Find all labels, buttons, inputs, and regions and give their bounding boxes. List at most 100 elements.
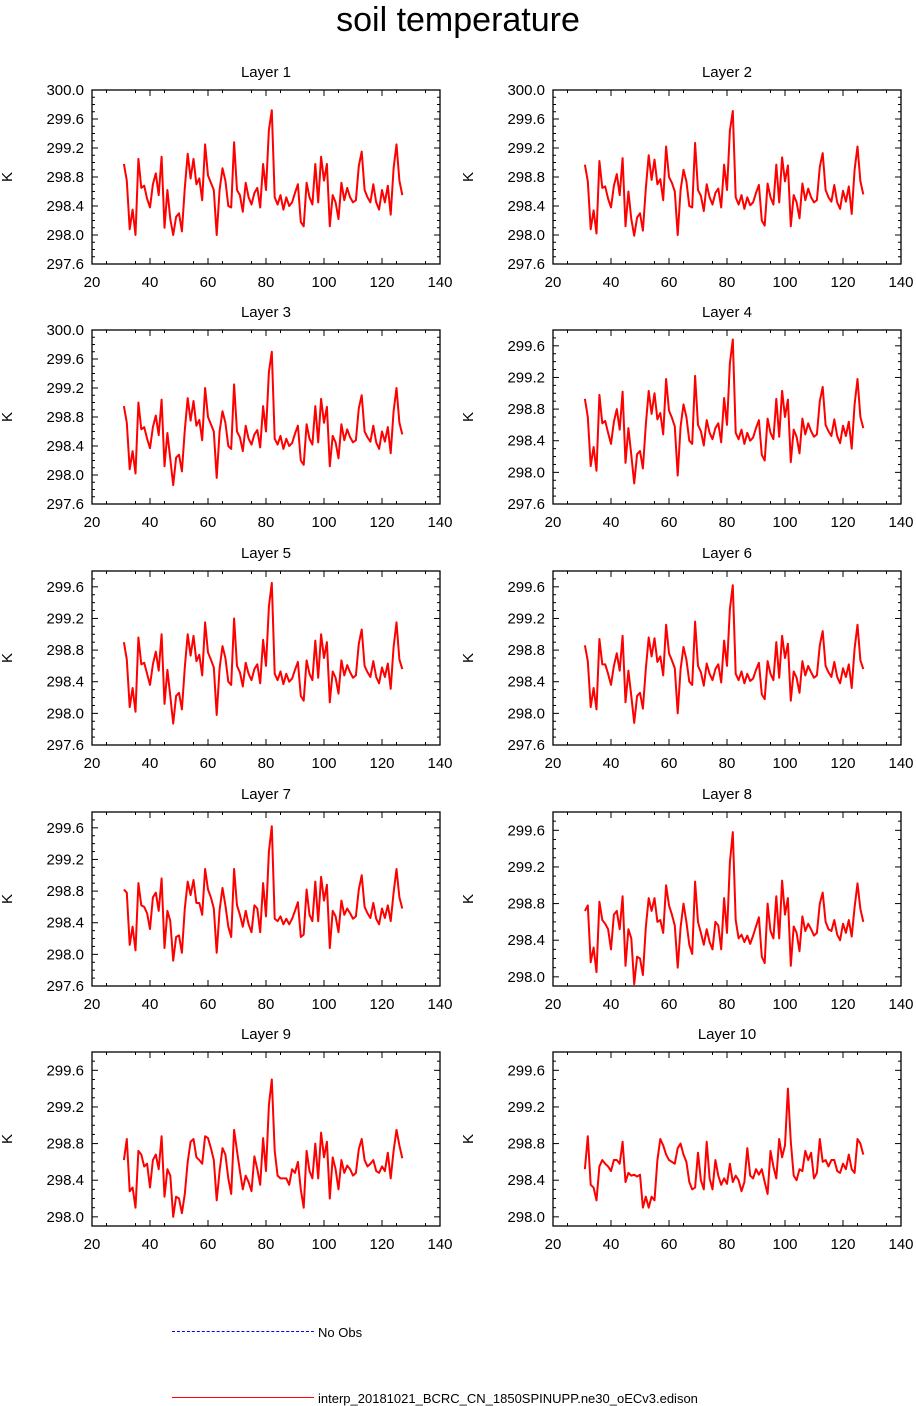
y-tick-label: 299.6 (507, 579, 545, 596)
x-tick-label: 20 (545, 755, 562, 772)
x-tick-label: 80 (719, 996, 736, 1013)
y-axis-label: K (460, 412, 477, 422)
x-tick-label: 60 (661, 274, 678, 291)
x-tick-label: 20 (84, 514, 101, 531)
x-tick-label: 80 (258, 514, 275, 531)
x-tick-label: 120 (369, 274, 394, 291)
y-tick-label: 297.6 (46, 978, 84, 995)
x-tick-label: 20 (84, 1236, 101, 1253)
y-tick-label: 299.6 (507, 1062, 545, 1079)
y-axis-label: K (0, 1134, 16, 1144)
x-tick-label: 20 (545, 996, 562, 1013)
x-tick-label: 40 (142, 514, 159, 531)
chart-panel-7: Layer 7 K 20 40 60 80 100 120 140 297.6 298.0 298.4… (0, 786, 453, 1013)
y-tick-label: 299.6 (507, 338, 545, 355)
x-tick-label: 140 (888, 755, 913, 772)
x-tick-label: 60 (200, 1236, 217, 1253)
series-line (583, 1087, 865, 1209)
y-tick-label: 298.4 (46, 674, 84, 691)
y-axis-label: K (0, 653, 16, 663)
y-tick-label: 298.0 (507, 227, 545, 244)
y-tick-label: 297.6 (507, 256, 545, 273)
y-tick-label: 298.8 (507, 169, 545, 186)
series-line (122, 109, 404, 236)
x-tick-label: 20 (545, 274, 562, 291)
x-tick-label: 20 (84, 274, 101, 291)
y-tick-label: 299.2 (507, 1099, 545, 1116)
x-tick-label: 60 (200, 755, 217, 772)
x-tick-label: 100 (311, 514, 336, 531)
x-tick-label: 120 (369, 755, 394, 772)
y-tick-label: 298.4 (507, 198, 545, 215)
chart-panel-8: Layer 8 K 20 40 60 80 100 120 140 298.0 298.4 298.8… (460, 786, 914, 1013)
y-tick-label: 299.6 (507, 822, 545, 839)
legend-obs-label: No Obs (318, 1325, 363, 1340)
y-tick-label: 299.2 (507, 140, 545, 157)
x-tick-label: 120 (369, 996, 394, 1013)
x-tick-label: 120 (369, 514, 394, 531)
y-tick-label: 298.4 (46, 198, 84, 215)
y-tick-label: 298.0 (46, 946, 84, 963)
plot-frame (552, 1051, 902, 1227)
y-axis-label: K (460, 894, 477, 904)
series-line (584, 831, 865, 986)
y-tick-label: 299.2 (507, 369, 545, 386)
x-tick-label: 20 (84, 755, 101, 772)
x-tick-label: 60 (661, 1236, 678, 1253)
x-tick-label: 140 (427, 274, 452, 291)
y-tick-label: 298.8 (507, 896, 545, 913)
chart-panel-6: Layer 6 K 20 40 60 80 100 120 140 297.6 298.0 298.4… (460, 545, 914, 772)
y-axis-label: K (0, 412, 16, 422)
chart-panel-5: Layer 5 K 20 40 60 80 100 120 140 297.6 298.0 298.4… (0, 545, 453, 772)
y-tick-label: 298.0 (46, 705, 84, 722)
y-tick-label: 299.2 (46, 851, 84, 868)
series-line (583, 584, 865, 724)
plot-frame (552, 811, 902, 987)
x-tick-label: 60 (661, 755, 678, 772)
y-tick-label: 297.6 (46, 496, 84, 513)
chart-panel-4: Layer 4 K 20 40 60 80 100 120 140 297.6 298.0 298.4… (460, 304, 914, 531)
x-tick-label: 140 (427, 1236, 452, 1253)
x-tick-label: 100 (772, 996, 797, 1013)
y-tick-label: 298.8 (46, 1136, 84, 1153)
page-title: soil temperature (336, 1, 580, 39)
x-tick-label: 40 (142, 755, 159, 772)
x-tick-label: 80 (719, 514, 736, 531)
y-tick-label: 298.0 (507, 969, 545, 986)
plot-frame (91, 1051, 441, 1227)
x-tick-label: 120 (830, 274, 855, 291)
x-tick-label: 140 (888, 996, 913, 1013)
y-tick-label: 298.4 (507, 1172, 545, 1189)
x-tick-label: 40 (603, 514, 620, 531)
chart-panel-2: Layer 2 K 20 40 60 80 100 120 140 297.6 298.0 298.4… (460, 64, 914, 291)
x-tick-label: 20 (84, 996, 101, 1013)
y-tick-label: 299.2 (46, 380, 84, 397)
y-tick-label: 297.6 (46, 256, 84, 273)
y-axis-label: K (460, 1134, 477, 1144)
panel-title: Layer 2 (702, 64, 752, 81)
x-tick-label: 100 (311, 1236, 336, 1253)
x-tick-label: 100 (772, 1236, 797, 1253)
x-tick-label: 40 (603, 755, 620, 772)
y-axis-label: K (0, 172, 16, 182)
y-tick-label: 298.0 (507, 1209, 545, 1226)
chart-panel-10: Layer 10 K 20 40 60 80 100 120 140 298.0 298.4 298.… (460, 1026, 914, 1253)
x-tick-label: 40 (142, 1236, 159, 1253)
y-tick-label: 299.6 (46, 351, 84, 368)
y-axis-label: K (460, 653, 477, 663)
series-line (583, 338, 865, 485)
x-tick-label: 20 (545, 1236, 562, 1253)
y-tick-label: 298.0 (46, 467, 84, 484)
y-tick-label: 299.2 (46, 610, 84, 627)
panel-title: Layer 9 (241, 1026, 291, 1043)
x-tick-label: 80 (258, 996, 275, 1013)
y-tick-label: 299.2 (46, 1099, 84, 1116)
y-axis-label: K (0, 894, 16, 904)
x-tick-label: 140 (427, 514, 452, 531)
series-line (122, 581, 404, 725)
x-tick-label: 120 (369, 1236, 394, 1253)
x-tick-label: 140 (888, 274, 913, 291)
x-tick-label: 80 (719, 274, 736, 291)
x-tick-label: 120 (830, 1236, 855, 1253)
y-tick-label: 299.6 (46, 1062, 84, 1079)
